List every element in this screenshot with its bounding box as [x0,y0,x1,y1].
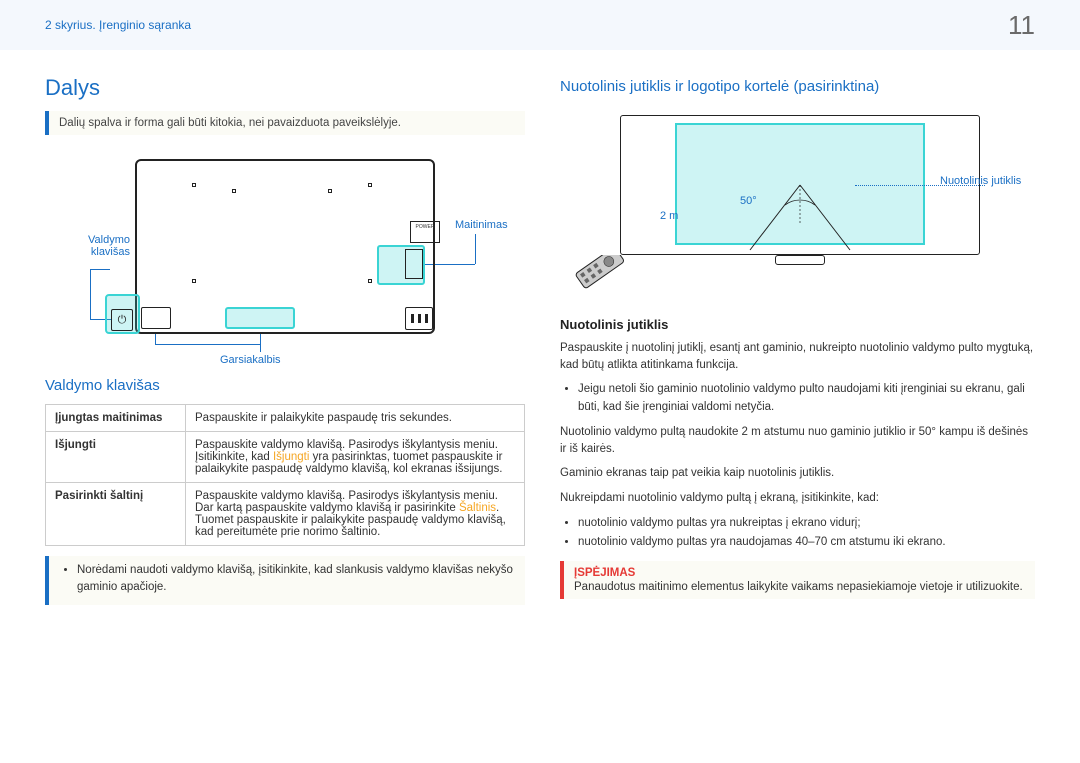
label-angle: 50° [740,195,757,207]
leader-line [90,269,91,319]
leader-line [260,332,261,352]
page-header: 2 skyrius. Įrenginio sąranka 11 [0,0,1080,50]
label-remote-sensor: Nuotolinis jutiklis [940,175,1040,187]
text-p4: Nukreipdami nuotolinio valdymo pultą į e… [560,490,1035,507]
control-key-icon [111,309,133,331]
section-remote-sensor: Nuotolinis jutiklis ir logotipo kortelė … [560,78,1035,95]
chapter-label: 2 skyrius. Įrenginio sąranka [45,18,191,32]
page-content: Dalys Dalių spalva ir forma gali būti ki… [0,50,1080,619]
logo-card-icon [775,255,825,265]
power-switch-icon [405,249,423,279]
list-item: nuotolinio valdymo pultas yra nukreiptas… [578,515,1035,532]
leader-line [90,269,110,270]
page-number: 11 [1008,10,1035,41]
sub-remote-sensor: Nuotolinis jutiklis [560,317,1035,332]
warning-label: ĮSPĖJIMAS [574,567,1025,579]
text-p1: Paspauskite į nuotolinį jutiklį, esantį … [560,340,1035,373]
control-key-table: Įjungtas maitinimas Paspauskite ir palai… [45,404,525,546]
leader-line [475,234,476,264]
note-parts-color: Dalių spalva ir forma gali būti kitokia,… [45,111,525,135]
text-p3: Gaminio ekranas taip pat veikia kaip nuo… [560,465,1035,482]
list-item: nuotolinio valdymo pultas yra naudojamas… [578,534,1035,551]
port-icon [141,307,171,329]
warning-text: Panaudotus maitinimo elementus laikykite… [574,581,1023,593]
cell-select-source: Pasirinkti šaltinį [46,483,186,546]
label-distance: 2 m [660,210,678,222]
rear-panel-diagram: Valdymo klavišas Maitinimas Garsiakalbis [45,149,525,369]
table-row: Įjungtas maitinimas Paspauskite ir palai… [46,405,525,432]
highlight-speaker [225,307,295,329]
note-control-key-slider: Norėdami naudoti valdymo klavišą, įsitik… [45,556,525,605]
bullet-list-2: nuotolinio valdymo pultas yra nukreiptas… [560,515,1035,552]
title-dalys: Dalys [45,75,525,101]
cell-power-off-desc: Paspauskite valdymo klavišą. Pasirodys i… [186,432,525,483]
table-row: Išjungti Paspauskite valdymo klavišą. Pa… [46,432,525,483]
ac-inlet-icon [405,307,433,330]
sensor-cone [620,115,980,295]
cell-select-source-desc: Paspauskite valdymo klavišą. Pasirodys i… [186,483,525,546]
label-control-key: Valdymo klavišas [70,234,130,258]
remote-sensor-diagram: 2 m 50° Nuotolinis jutiklis [560,105,1035,305]
cell-power-on: Įjungtas maitinimas [46,405,186,432]
label-speaker: Garsiakalbis [220,354,281,366]
text-p2: Nuotolinio valdymo pultą naudokite 2 m a… [560,424,1035,457]
leader-line [155,344,260,345]
cell-power-off: Išjungti [46,432,186,483]
label-power: Maitinimas [455,219,508,231]
power-label-box: POWER [410,221,440,243]
cell-power-on-desc: Paspauskite ir palaikykite paspaudę tris… [186,405,525,432]
bullet-list-1: Jeigu netoli šio gaminio nuotolinio vald… [560,381,1035,416]
right-column: Nuotolinis jutiklis ir logotipo kortelė … [560,75,1035,619]
table-row: Pasirinkti šaltinį Paspauskite valdymo k… [46,483,525,546]
list-item: Jeigu netoli šio gaminio nuotolinio vald… [578,381,1035,416]
section-control-key: Valdymo klavišas [45,377,525,394]
warning-batteries: ĮSPĖJIMAS Panaudotus maitinimo elementus… [560,561,1035,599]
left-column: Dalys Dalių spalva ir forma gali būti ki… [45,75,525,619]
remote-control-icon [570,255,630,295]
